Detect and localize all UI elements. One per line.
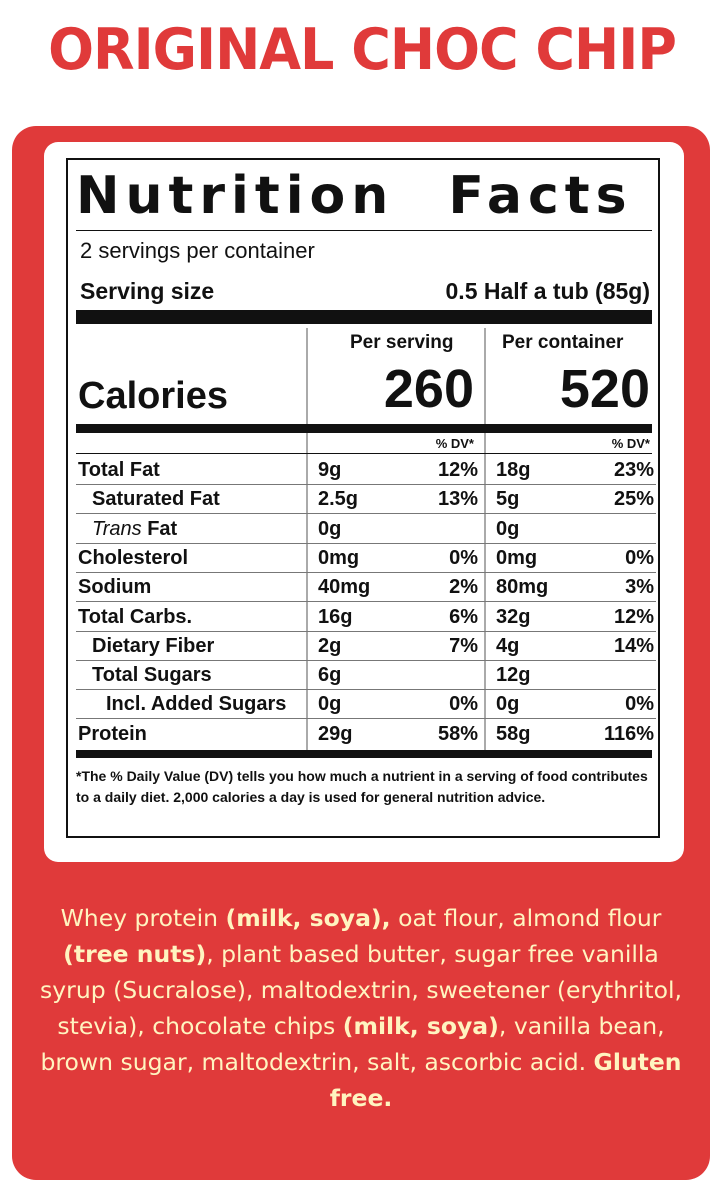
nutrient-name: Total Fat — [78, 459, 160, 481]
calories-per-serving: 260 — [383, 359, 474, 419]
container-amount: 5g — [496, 488, 520, 511]
serving-amount: 2g — [318, 634, 342, 657]
row-divider — [76, 659, 656, 661]
serving-amount: 29g — [318, 722, 353, 745]
serving-dv: 6% — [449, 605, 478, 628]
column-separator — [484, 328, 486, 756]
serving-amount: 9g — [318, 459, 342, 481]
container-dv: 0% — [625, 693, 654, 716]
nutrient-row: Cholesterol 0mg 0% 0mg 0% — [68, 544, 662, 573]
nutrient-row: Saturated Fat 2.5g 13% 5g 25% — [68, 485, 662, 515]
container-amount: 4g — [496, 634, 520, 657]
nutrient-name: Incl. Added Sugars — [106, 693, 287, 716]
nutrient-name: Cholesterol — [78, 546, 189, 569]
calories-per-container: 520 — [559, 359, 650, 419]
container-amount: 0g — [496, 693, 520, 716]
container-dv: 23% — [613, 459, 654, 481]
thick-divider — [76, 424, 652, 433]
serving-dv: 0% — [449, 546, 478, 569]
nutrient-name: Total Sugars — [92, 664, 212, 687]
row-divider — [76, 630, 656, 632]
nutrient-name: Total Carbs. — [78, 605, 193, 628]
nutrition-facts-heading: Nutrition Facts — [76, 166, 633, 226]
thick-divider — [76, 750, 652, 758]
row-divider — [76, 718, 656, 720]
container-amount: 80mg — [496, 576, 549, 599]
container-dv: 14% — [613, 634, 654, 657]
allergen-text: (milk, soya), — [225, 904, 391, 932]
container-dv: 25% — [613, 488, 654, 511]
ingredient-text: Whey protein — [60, 904, 226, 932]
serving-amount: 2.5g — [318, 488, 359, 511]
ingredient-text: oat flour, almond flour — [390, 904, 662, 932]
allergen-text: Gluten free. — [329, 1048, 682, 1112]
container-dv: 0% — [625, 546, 654, 569]
container-dv: 12% — [613, 605, 654, 628]
container-dv: 116% — [603, 722, 654, 745]
column-separator — [306, 328, 308, 756]
allergen-text: (milk, soya) — [342, 1012, 499, 1040]
serving-amount: 16g — [318, 605, 353, 628]
row-divider — [76, 484, 656, 485]
container-amount: 58g — [496, 722, 531, 745]
nutrient-row: Dietary Fiber 2g 7% 4g 14% — [68, 632, 662, 661]
serving-dv: 12% — [437, 459, 478, 481]
nutrient-name: Saturated Fat — [92, 488, 220, 511]
serving-dv: 2% — [449, 576, 478, 599]
per-serving-header: Per serving — [350, 332, 454, 353]
dv-header-container: % DV* — [611, 436, 650, 451]
nutrient-row: Sodium 40mg 2% 80mg 3% — [68, 573, 662, 603]
divider — [76, 230, 652, 231]
row-divider — [76, 542, 656, 544]
nutrient-row: Total Sugars 6g 12g — [68, 661, 662, 691]
nutrient-row: Total Carbs. 16g 6% 32g 12% — [68, 603, 662, 632]
ingredient-text: , vanilla bean, brown sugar, maltodextri… — [40, 1012, 665, 1076]
thick-divider — [76, 310, 652, 324]
container-amount: 18g — [496, 459, 531, 481]
dv-header-serving: % DV* — [435, 436, 474, 451]
nutrient-row: Incl. Added Sugars 0g 0% 0g 0% — [68, 690, 662, 720]
nutrient-name-rest: Fat — [141, 517, 178, 540]
container-amount: 0mg — [496, 546, 538, 569]
nutrient-name: Protein — [78, 722, 147, 745]
servings-per-container: 2 servings per container — [80, 238, 315, 263]
serving-size-label: Serving size — [80, 278, 215, 304]
row-divider — [76, 689, 656, 691]
nutrition-facts-label: Nutrition Facts 2 servings per container… — [66, 158, 660, 838]
row-divider — [76, 513, 656, 515]
per-container-header: Per container — [502, 332, 624, 353]
row-divider — [76, 571, 656, 573]
nutrient-row: Total Fat 9g 12% 18g 23% — [68, 456, 662, 485]
serving-size-value: 0.5 Half a tub (85g) — [445, 278, 650, 304]
container-amount: 0g — [496, 517, 520, 540]
nutrient-name: Sodium — [78, 576, 152, 599]
ingredients-text: Whey protein (milk, soya), oat flour, al… — [40, 900, 682, 1116]
nutrient-row: Trans Fat 0g 0g — [68, 515, 662, 544]
nutrient-name-prefix: Trans — [92, 517, 142, 540]
container-amount: 12g — [496, 664, 531, 687]
serving-amount: 0g — [318, 693, 342, 716]
footnote: *The % Daily Value (DV) tells you how mu… — [76, 768, 648, 805]
nutrient-name: Trans Fat — [92, 518, 177, 541]
row-divider — [76, 601, 656, 603]
serving-amount: 6g — [318, 664, 342, 687]
serving-amount: 40mg — [318, 576, 371, 599]
serving-dv: 58% — [437, 722, 478, 745]
serving-amount: 0g — [318, 517, 342, 540]
divider — [76, 453, 652, 454]
ingredient-text: , plant based butter, sugar free vanilla… — [40, 940, 682, 1040]
serving-dv: 7% — [449, 634, 478, 657]
container-amount: 32g — [496, 605, 531, 628]
nutrient-name: Dietary Fiber — [92, 634, 215, 657]
nutrient-row: Protein 29g 58% 58g 116% — [68, 720, 662, 749]
allergen-text: (tree nuts) — [63, 940, 207, 968]
serving-dv: 0% — [449, 693, 478, 716]
nutrition-panel — [44, 142, 684, 862]
page-title: ORIGINAL CHOC CHIP — [48, 16, 677, 83]
calories-label: Calories — [78, 375, 228, 417]
serving-dv: 13% — [437, 488, 478, 511]
container-dv: 3% — [625, 576, 654, 599]
serving-amount: 0mg — [318, 546, 360, 569]
